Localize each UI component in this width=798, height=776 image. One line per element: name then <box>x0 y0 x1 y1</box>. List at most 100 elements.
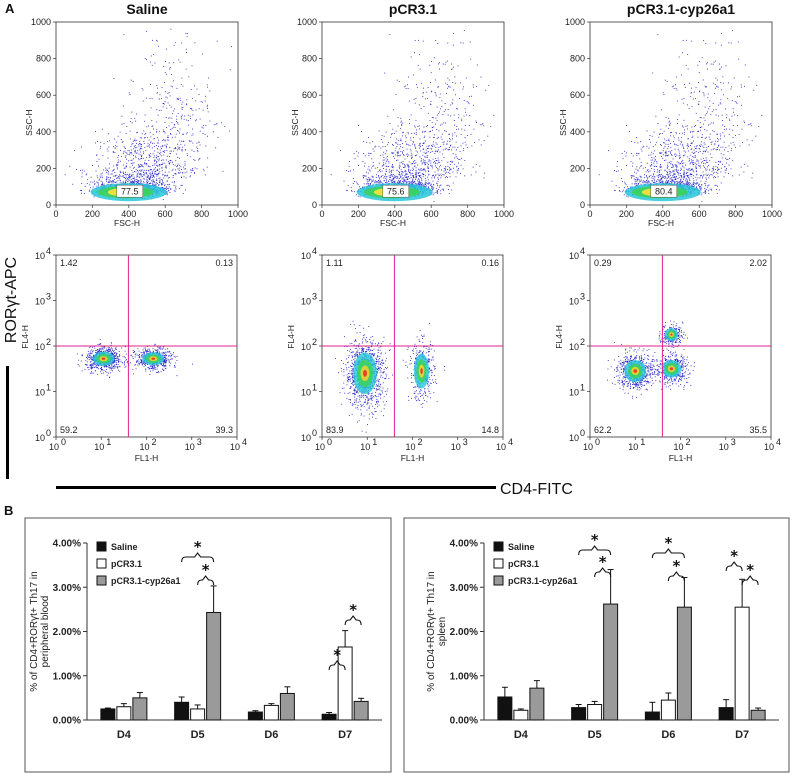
event-dot <box>121 182 123 184</box>
event-dot <box>681 161 683 163</box>
event-dot <box>428 145 430 147</box>
event-dot <box>156 183 158 185</box>
event-dot <box>152 165 154 167</box>
event-dot <box>150 182 151 184</box>
event-dot <box>346 170 347 171</box>
event-dot <box>407 179 409 180</box>
event-dot <box>154 171 156 173</box>
event-dot <box>130 160 132 161</box>
event-dot <box>151 182 153 184</box>
event-dot <box>132 140 134 142</box>
event-dot <box>752 172 754 174</box>
event-dot <box>136 139 138 141</box>
event-dot <box>667 139 669 141</box>
event-dot <box>684 180 686 182</box>
event-dot <box>133 162 135 164</box>
event-dot <box>367 168 369 170</box>
event-dot <box>441 123 443 125</box>
event-dot <box>163 154 165 156</box>
event-dot <box>164 144 166 146</box>
event-dot <box>428 182 430 184</box>
event-dot <box>438 189 440 190</box>
event-dot <box>639 175 641 177</box>
event-dot <box>411 143 413 145</box>
event-dot <box>135 156 137 158</box>
event-dot <box>695 98 696 100</box>
event-dot <box>190 169 192 171</box>
event-dot <box>435 160 437 161</box>
event-dot <box>161 187 163 188</box>
event-dot <box>154 184 155 186</box>
event-dot <box>671 179 673 181</box>
event-dot <box>164 151 165 153</box>
event-dot <box>396 170 398 172</box>
event-dot <box>117 177 119 179</box>
event-dot <box>665 151 667 153</box>
event-dot <box>673 174 675 175</box>
event-dot <box>146 178 148 180</box>
event-dot <box>679 156 681 158</box>
event-dot <box>422 184 424 186</box>
event-dot <box>412 169 413 171</box>
event-dot <box>112 180 114 182</box>
event-dot <box>422 149 424 150</box>
event-dot <box>397 143 399 145</box>
event-dot <box>449 168 451 170</box>
event-dot <box>703 162 704 164</box>
event-dot <box>165 146 167 147</box>
event-dot <box>439 186 440 188</box>
event-dot <box>669 172 671 174</box>
event-dot <box>423 126 425 128</box>
event-dot <box>699 166 701 167</box>
event-dot <box>473 128 475 130</box>
event-dot <box>439 166 440 168</box>
event-dot <box>170 28 172 30</box>
event-dot <box>148 145 150 147</box>
event-dot <box>442 141 444 143</box>
event-dot <box>369 153 371 155</box>
event-dot <box>141 164 143 166</box>
event-dot <box>435 165 436 167</box>
event-dot <box>452 146 454 148</box>
event-dot <box>705 157 707 159</box>
event-dot <box>662 181 664 183</box>
event-dot <box>159 171 161 173</box>
event-dot <box>178 167 180 169</box>
event-dot <box>122 171 124 173</box>
event-dot <box>451 68 453 70</box>
event-dot <box>191 149 193 151</box>
event-dot <box>161 148 162 149</box>
event-dot <box>127 154 129 155</box>
event-dot <box>732 108 734 110</box>
event-dot <box>699 146 701 147</box>
event-dot <box>164 184 166 186</box>
event-dot <box>446 143 448 145</box>
event-dot <box>419 176 421 178</box>
event-dot <box>107 181 109 183</box>
event-dot <box>622 189 624 191</box>
event-dot <box>437 136 439 138</box>
event-dot <box>343 180 345 182</box>
event-dot <box>428 159 430 161</box>
event-dot <box>659 152 661 153</box>
event-dot <box>460 164 462 166</box>
event-dot <box>113 175 115 177</box>
event-dot <box>449 173 451 174</box>
event-dot <box>724 169 726 171</box>
event-dot <box>123 34 125 36</box>
event-dot <box>111 181 113 182</box>
event-dot <box>367 184 369 186</box>
event-dot <box>197 151 199 153</box>
event-dot <box>420 82 422 84</box>
event-dot <box>431 177 433 179</box>
event-dot <box>443 168 445 170</box>
event-dot <box>139 143 140 144</box>
event-dot <box>480 144 482 146</box>
event-dot <box>712 103 714 104</box>
event-dot <box>162 103 164 104</box>
event-dot <box>216 40 218 42</box>
event-dot <box>131 174 132 176</box>
event-dot <box>635 177 637 179</box>
event-dot <box>732 175 734 177</box>
event-dot <box>687 156 689 158</box>
